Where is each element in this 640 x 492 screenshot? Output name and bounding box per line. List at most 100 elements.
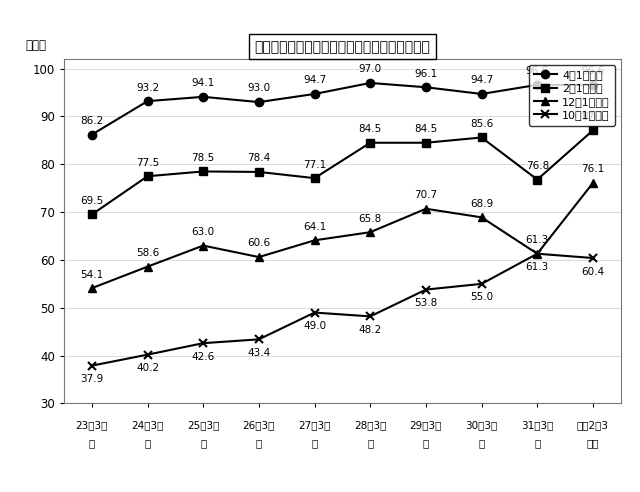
Text: 96.6: 96.6 xyxy=(525,66,549,76)
Line: 10朎1日現在: 10朎1日現在 xyxy=(88,249,597,370)
4朎1日現在 xyxy=(589,82,597,88)
Text: 卒: 卒 xyxy=(89,438,95,448)
10朎1日現在 xyxy=(88,363,96,369)
Text: 37.9: 37.9 xyxy=(80,374,104,384)
Text: 42.6: 42.6 xyxy=(191,352,215,362)
12朎1日現在 xyxy=(477,215,486,220)
Text: 94.1: 94.1 xyxy=(191,78,215,88)
Text: 28年3月: 28年3月 xyxy=(354,421,387,430)
Title: 就職（内定）率の推移　（専修学校専門課程）: 就職（内定）率の推移 （専修学校専門課程） xyxy=(255,40,430,54)
Text: 月卒: 月卒 xyxy=(587,438,599,448)
Text: 60.6: 60.6 xyxy=(247,239,271,248)
10朎1日現在 xyxy=(422,287,430,293)
Text: 85.6: 85.6 xyxy=(470,119,493,129)
2朎1日現在 xyxy=(477,134,486,140)
Text: 78.4: 78.4 xyxy=(247,154,271,163)
Text: 40.2: 40.2 xyxy=(136,363,159,373)
Text: 94.7: 94.7 xyxy=(470,75,493,85)
Text: 69.5: 69.5 xyxy=(80,196,104,206)
12朎1日現在 xyxy=(144,264,152,270)
12朎1日現在 xyxy=(422,206,430,212)
Text: 卒: 卒 xyxy=(145,438,150,448)
Text: 25年3月: 25年3月 xyxy=(187,421,220,430)
10朎1日現在 xyxy=(144,352,152,358)
4朎1日現在 xyxy=(255,99,263,105)
12朎1日現在 xyxy=(255,254,263,260)
4朎1日現在 xyxy=(534,82,541,88)
10朎1日現在 xyxy=(534,251,541,257)
Line: 4朎1日現在: 4朎1日現在 xyxy=(88,79,597,139)
Text: 49.0: 49.0 xyxy=(303,321,326,331)
2朎1日現在 xyxy=(255,169,263,175)
10朎1日現在 xyxy=(311,309,319,315)
Text: 卒: 卒 xyxy=(423,438,429,448)
2朎1日現在 xyxy=(200,168,207,174)
10朎1日現在 xyxy=(366,313,374,319)
Text: 84.5: 84.5 xyxy=(358,124,382,134)
Text: 27年3月: 27年3月 xyxy=(298,421,331,430)
4朎1日現在 xyxy=(366,80,374,86)
Text: 卒: 卒 xyxy=(256,438,262,448)
Text: 77.1: 77.1 xyxy=(303,159,326,170)
Text: 97.0: 97.0 xyxy=(358,64,382,74)
Text: 43.4: 43.4 xyxy=(247,348,271,358)
Text: 卒: 卒 xyxy=(312,438,317,448)
Text: 卒: 卒 xyxy=(367,438,373,448)
Text: 93.0: 93.0 xyxy=(247,84,271,93)
4朎1日現在 xyxy=(200,94,207,100)
Text: 76.1: 76.1 xyxy=(581,164,605,174)
12朎1日現在 xyxy=(534,251,541,257)
2朎1日現在 xyxy=(366,140,374,146)
4朎1日現在 xyxy=(88,132,96,138)
2朎1日現在 xyxy=(534,177,541,183)
Text: 24年3月: 24年3月 xyxy=(131,421,164,430)
2朎1日現在 xyxy=(144,173,152,179)
2朎1日現在 xyxy=(589,127,597,133)
Text: 55.0: 55.0 xyxy=(470,292,493,303)
2朎1日現在 xyxy=(88,212,96,217)
Text: 68.9: 68.9 xyxy=(470,199,493,209)
2朎1日現在 xyxy=(311,175,319,181)
Text: 58.6: 58.6 xyxy=(136,248,159,258)
12朎1日現在 xyxy=(88,285,96,291)
Text: 84.5: 84.5 xyxy=(414,124,438,134)
4朎1日現在 xyxy=(477,91,486,97)
12朎1日現在 xyxy=(200,243,207,248)
Text: 31年3月: 31年3月 xyxy=(521,421,554,430)
Text: 78.5: 78.5 xyxy=(191,153,215,163)
12朎1日現在 xyxy=(366,229,374,235)
Text: 77.5: 77.5 xyxy=(136,157,159,168)
Text: 93.2: 93.2 xyxy=(136,83,159,92)
Text: 61.3: 61.3 xyxy=(525,262,549,273)
Text: 卒: 卒 xyxy=(479,438,484,448)
Text: 76.8: 76.8 xyxy=(525,161,549,171)
Text: 卒: 卒 xyxy=(200,438,206,448)
12朎1日現在 xyxy=(311,237,319,243)
Text: 23年3月: 23年3月 xyxy=(76,421,108,430)
10朎1日現在 xyxy=(255,337,263,342)
10朎1日現在 xyxy=(589,255,597,261)
Text: 94.7: 94.7 xyxy=(303,75,326,85)
Text: 53.8: 53.8 xyxy=(414,298,438,308)
Text: 61.3: 61.3 xyxy=(525,235,549,245)
Text: 30年3月: 30年3月 xyxy=(465,421,498,430)
10朎1日現在 xyxy=(200,340,207,346)
Text: 64.1: 64.1 xyxy=(303,222,326,232)
Text: （％）: （％） xyxy=(25,39,46,52)
4朎1日現在 xyxy=(144,98,152,104)
Text: 65.8: 65.8 xyxy=(358,214,382,223)
4朎1日現在 xyxy=(311,91,319,97)
Legend: 4朎1日現在, 2朎1日現在, 12朎1日現在, 10朎1日現在: 4朎1日現在, 2朎1日現在, 12朎1日現在, 10朎1日現在 xyxy=(529,64,615,126)
2朎1日現在 xyxy=(422,140,430,146)
Text: 60.4: 60.4 xyxy=(581,267,605,277)
12朎1日現在 xyxy=(589,180,597,186)
Line: 12朎1日現在: 12朎1日現在 xyxy=(88,179,597,292)
Text: 87.1: 87.1 xyxy=(581,112,605,122)
4朎1日現在 xyxy=(422,84,430,90)
10朎1日現在 xyxy=(477,281,486,287)
Text: 96.6: 96.6 xyxy=(581,66,605,76)
Text: 卒: 卒 xyxy=(534,438,540,448)
Text: 54.1: 54.1 xyxy=(80,270,104,279)
Text: 令和2年3: 令和2年3 xyxy=(577,421,609,430)
Text: 63.0: 63.0 xyxy=(191,227,215,237)
